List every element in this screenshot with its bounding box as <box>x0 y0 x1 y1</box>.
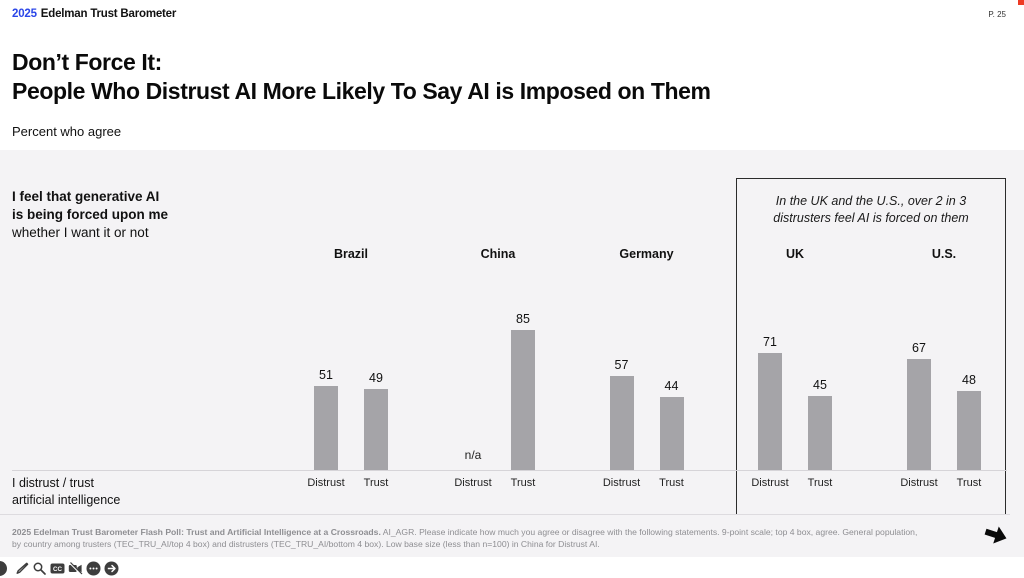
callout-line-1: In the UK and the U.S., over 2 in 3 <box>775 194 967 208</box>
country-label-uk: UK <box>785 247 805 261</box>
bar-brazil-trust <box>364 389 388 470</box>
corner-red-marker <box>1018 0 1024 5</box>
svg-text:CC: CC <box>53 566 62 573</box>
bar-us-distrust <box>907 359 931 470</box>
title-line-1: Don’t Force It: <box>12 49 162 75</box>
bar-china-trust <box>511 330 535 470</box>
survey-statement: I feel that generative AI is being force… <box>12 188 168 242</box>
tick-label-germany-trust: Trust <box>659 477 684 489</box>
value-label-us-distrust: 67 <box>912 341 926 355</box>
pencil-icon[interactable] <box>14 561 29 576</box>
brand-name: Edelman Trust Barometer <box>40 8 177 20</box>
value-label-germany-distrust: 57 <box>614 358 629 372</box>
tick-label-brazil-trust: Trust <box>363 477 389 489</box>
video-off-icon[interactable] <box>68 561 83 576</box>
axis-label-line-2: artificial intelligence <box>12 493 121 507</box>
tick-label-uk-trust: Trust <box>807 477 833 489</box>
value-label-brazil-distrust: 51 <box>319 368 333 382</box>
footnote-bold: 2025 Edelman Trust Barometer Flash Poll:… <box>12 527 381 537</box>
closed-captions-icon[interactable]: CC <box>50 561 65 576</box>
bar-brazil-distrust <box>314 386 338 470</box>
country-label-brazil: Brazil <box>333 247 369 261</box>
viewer-toolbar: CC <box>0 557 1024 578</box>
search-icon[interactable] <box>32 561 47 576</box>
tick-label-us-trust: Trust <box>956 477 982 489</box>
brand-header: 2025 Edelman Trust Barometer <box>12 8 176 20</box>
callout-annotation: In the UK and the U.S., over 2 in 3 dist… <box>736 193 1006 227</box>
bar-germany-trust <box>659 397 684 470</box>
country-label-germany: Germany <box>619 247 674 261</box>
more-options-icon[interactable] <box>86 561 101 576</box>
bar-germany-distrust <box>609 376 634 470</box>
tick-label-china-distrust: Distrust <box>454 477 492 489</box>
title-line-2: People Who Distrust AI More Likely To Sa… <box>12 78 711 104</box>
tick-label-uk-distrust: Distrust <box>751 477 789 489</box>
country-label-us: U.S. <box>931 247 957 261</box>
value-label-uk-trust: 45 <box>813 378 827 392</box>
bar-us-trust <box>957 391 981 470</box>
tick-label-us-distrust: Distrust <box>900 477 938 489</box>
callout-line-2: distrusters feel AI is forced on them <box>773 211 969 225</box>
footer-separator <box>0 514 1010 515</box>
page-number: P. 25 <box>988 10 1006 19</box>
na-label-china: n/a <box>464 448 482 462</box>
arrow-circle-icon[interactable] <box>104 561 119 576</box>
tick-label-brazil-distrust: Distrust <box>307 477 345 489</box>
statement-line-1: I feel that generative AI <box>12 189 160 204</box>
footnote-text: AI_AGR. Please indicate how much you agr… <box>12 527 918 549</box>
country-label-china: China <box>480 247 516 261</box>
statement-line-2: is being forced upon me <box>12 207 169 222</box>
next-slide-arrow-icon[interactable] <box>978 517 1013 552</box>
statement-line-3: whether I want it or not <box>12 225 149 240</box>
page-title: Don’t Force It: People Who Distrust AI M… <box>12 48 711 106</box>
subtitle: Percent who agree <box>12 124 122 139</box>
chart-baseline <box>12 470 1007 471</box>
value-label-germany-trust: 44 <box>664 379 679 393</box>
bar-uk-distrust <box>758 353 782 470</box>
bar-uk-trust <box>808 396 832 470</box>
tick-label-china-trust: Trust <box>510 477 536 489</box>
tick-label-germany-distrust: Distrust <box>602 477 641 489</box>
x-axis-label: I distrust / trust artificial intelligen… <box>12 475 120 509</box>
brand-year: 2025 <box>12 8 37 20</box>
value-label-brazil-trust: 49 <box>369 371 383 385</box>
value-label-uk-distrust: 71 <box>763 335 777 349</box>
value-label-china-trust: 85 <box>516 312 530 326</box>
source-footnote: 2025 Edelman Trust Barometer Flash Poll:… <box>12 527 918 550</box>
axis-label-line-1: I distrust / trust <box>12 476 94 490</box>
value-label-us-trust: 48 <box>962 373 976 387</box>
cropped-circle-icon[interactable] <box>0 561 7 576</box>
